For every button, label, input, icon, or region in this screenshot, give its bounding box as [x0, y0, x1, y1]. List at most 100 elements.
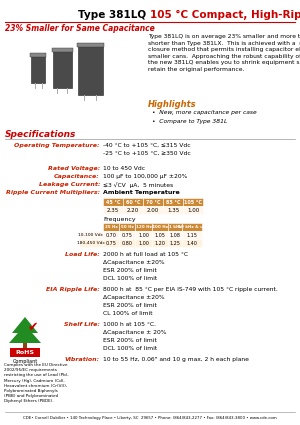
Text: Vibration:: Vibration:: [65, 357, 100, 362]
Bar: [31, 55, 45, 83]
Text: Type 381LQ: Type 381LQ: [78, 10, 150, 20]
Text: DCL 100% of limit: DCL 100% of limit: [103, 346, 157, 351]
Text: DCL 100% of limit: DCL 100% of limit: [103, 276, 157, 281]
Text: 10 to 450 Vdc: 10 to 450 Vdc: [103, 166, 145, 171]
Bar: [182, 239, 202, 247]
Text: 8000 h at  85 °C per EIA IS-749 with 105 °C ripple current.: 8000 h at 85 °C per EIA IS-749 with 105 …: [103, 287, 278, 292]
Text: 100 µF to 100,000 µF ±20%: 100 µF to 100,000 µF ±20%: [103, 174, 188, 179]
Text: ΔCapacitance ±20%: ΔCapacitance ±20%: [103, 260, 165, 265]
Text: Highlights: Highlights: [148, 100, 196, 109]
Bar: [143, 198, 163, 206]
Bar: [168, 231, 182, 239]
Text: 2002/95/EC requirements: 2002/95/EC requirements: [4, 368, 57, 372]
Text: Compliant: Compliant: [12, 359, 38, 363]
Text: Operating Temperature:: Operating Temperature:: [14, 143, 100, 148]
Text: 70 °C: 70 °C: [146, 199, 160, 204]
Bar: [182, 231, 202, 239]
Text: 400 Hz: 400 Hz: [152, 225, 168, 229]
Bar: [103, 223, 119, 231]
Text: 10 kHz & up: 10 kHz & up: [178, 225, 206, 229]
Polygon shape: [9, 325, 41, 343]
Text: Load Life:: Load Life:: [65, 252, 100, 257]
Text: Hexavalent chromium (Cr(VI)),: Hexavalent chromium (Cr(VI)),: [4, 384, 67, 388]
Text: 0.75: 0.75: [106, 241, 116, 246]
Bar: [77, 45, 103, 95]
Text: Mercury (Hg), Cadmium (Cd),: Mercury (Hg), Cadmium (Cd),: [4, 379, 64, 382]
Text: 0.75: 0.75: [122, 232, 132, 238]
Bar: [163, 206, 183, 214]
Bar: [23, 343, 27, 348]
Bar: [52, 48, 73, 52]
Text: CL 100% of limit: CL 100% of limit: [103, 311, 153, 316]
Text: 2.00: 2.00: [147, 207, 159, 212]
Text: Leakage Current:: Leakage Current:: [39, 182, 100, 187]
Text: 1.20: 1.20: [154, 241, 165, 246]
Text: ESR 200% of limit: ESR 200% of limit: [103, 303, 157, 308]
Text: 1.00: 1.00: [187, 207, 199, 212]
Text: Ripple Current Multipliers:: Ripple Current Multipliers:: [6, 190, 100, 195]
Text: 85 °C: 85 °C: [166, 199, 180, 204]
Text: Rated Voltage:: Rated Voltage:: [48, 166, 100, 171]
Text: 1.00: 1.00: [138, 241, 149, 246]
Text: ΔCapacitance ± 20%: ΔCapacitance ± 20%: [103, 330, 166, 335]
Bar: [168, 239, 182, 247]
Text: 1.05: 1.05: [154, 232, 165, 238]
Text: 1.08: 1.08: [169, 232, 180, 238]
Text: ESR 200% of limit: ESR 200% of limit: [103, 268, 157, 273]
Text: 10-100 Vdc: 10-100 Vdc: [79, 233, 104, 237]
Text: •  New, more capacitance per case: • New, more capacitance per case: [152, 110, 257, 115]
Bar: [119, 231, 135, 239]
Bar: [103, 206, 123, 214]
Text: 105 °C: 105 °C: [184, 199, 202, 204]
Text: 1 kHz: 1 kHz: [169, 225, 182, 229]
Text: 1.00: 1.00: [138, 232, 149, 238]
Text: Shelf Life:: Shelf Life:: [64, 322, 100, 327]
Bar: [119, 223, 135, 231]
Bar: [183, 206, 203, 214]
Bar: [79, 231, 103, 239]
Polygon shape: [12, 317, 38, 333]
Text: 23% Smaller for Same Capacitance: 23% Smaller for Same Capacitance: [5, 24, 155, 33]
Bar: [52, 50, 71, 88]
Bar: [123, 206, 143, 214]
Bar: [168, 223, 182, 231]
Text: 60 °C: 60 °C: [126, 199, 140, 204]
Text: ESR 200% of limit: ESR 200% of limit: [103, 338, 157, 343]
Text: RoHS: RoHS: [16, 350, 34, 355]
Text: 1.25: 1.25: [169, 241, 180, 246]
Text: Specifications: Specifications: [5, 130, 76, 139]
Bar: [143, 206, 163, 214]
Text: 0.70: 0.70: [106, 232, 116, 238]
Bar: [103, 231, 119, 239]
Text: 180-450 Vdc: 180-450 Vdc: [77, 241, 105, 245]
Text: 45 °C: 45 °C: [106, 199, 120, 204]
Text: 0.80: 0.80: [122, 241, 132, 246]
Bar: [76, 43, 103, 47]
Text: Type 381LQ is on average 23% smaller and more than 5 mm
shorter than Type 381LX.: Type 381LQ is on average 23% smaller and…: [148, 34, 300, 72]
Text: 2.35: 2.35: [107, 207, 119, 212]
Bar: [135, 231, 152, 239]
Text: ΔCapacitance ±20%: ΔCapacitance ±20%: [103, 295, 165, 300]
Text: 105 °C Compact, High-Ripple Snap-in: 105 °C Compact, High-Ripple Snap-in: [150, 10, 300, 20]
Text: 1.35: 1.35: [167, 207, 179, 212]
Bar: [119, 239, 135, 247]
Text: 25 Hz: 25 Hz: [105, 225, 117, 229]
Bar: [135, 223, 152, 231]
Bar: [182, 223, 202, 231]
Text: Complies with the EU Directive: Complies with the EU Directive: [4, 363, 68, 367]
Text: 50 Hz: 50 Hz: [121, 225, 134, 229]
Text: 1000 h at 105 °C.: 1000 h at 105 °C.: [103, 322, 156, 327]
Bar: [152, 231, 168, 239]
Text: 2000 h at full load at 105 °C: 2000 h at full load at 105 °C: [103, 252, 188, 257]
Text: -40 °C to +105 °C, ≤315 Vdc: -40 °C to +105 °C, ≤315 Vdc: [103, 143, 190, 148]
Text: restricting the use of Lead (Pb),: restricting the use of Lead (Pb),: [4, 374, 69, 377]
Bar: [103, 239, 119, 247]
Bar: [79, 239, 103, 247]
Text: (PBB) and Polybrominated: (PBB) and Polybrominated: [4, 394, 58, 398]
Text: 2.20: 2.20: [127, 207, 139, 212]
Bar: [123, 198, 143, 206]
Text: ✔: ✔: [28, 320, 38, 334]
Text: Polybrominated Biphenyls: Polybrominated Biphenyls: [4, 389, 58, 393]
Text: Diphenyl Ethers (PBDE).: Diphenyl Ethers (PBDE).: [4, 400, 54, 403]
Bar: [152, 239, 168, 247]
